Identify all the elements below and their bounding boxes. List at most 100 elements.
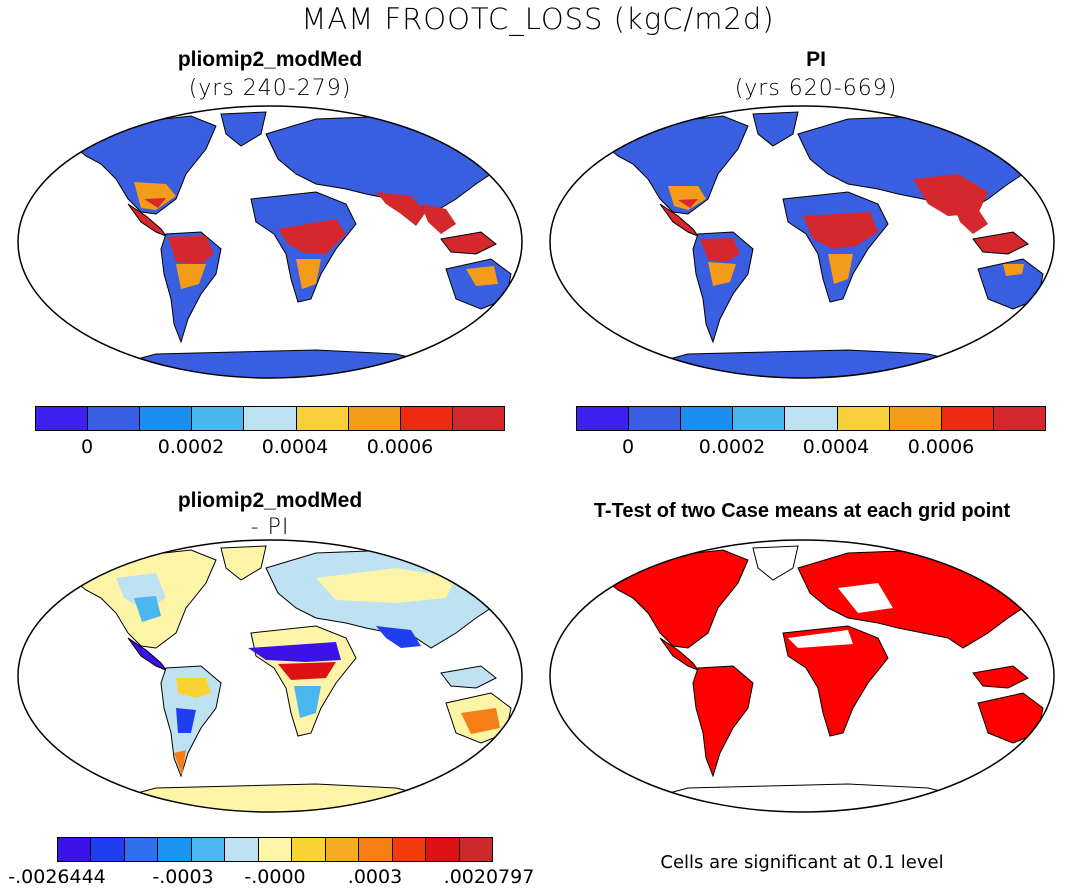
region-africa-hot <box>278 662 336 680</box>
colorbar-swatch <box>400 407 453 430</box>
colorbar-difference-tick: .0020797 <box>443 866 535 888</box>
region-eurasia-warm <box>316 568 456 603</box>
colorbar-swatch <box>733 407 786 430</box>
region-sa-warm <box>176 678 211 698</box>
colorbar-swatch <box>459 838 493 861</box>
region-na-cooler <box>134 596 161 622</box>
land-indonesia <box>440 665 497 689</box>
region-aus-warm <box>466 266 498 286</box>
colorbar-pi-tick: 0.0006 <box>907 436 975 458</box>
region-sa-cool <box>176 708 196 733</box>
colorbar-swatch <box>36 407 89 430</box>
figure-title: MAM FROOTC_LOSS (kgC/m2d) <box>301 2 775 36</box>
panel1-title: pliomip2_modMed <box>177 48 363 71</box>
region-se-asia <box>421 204 456 234</box>
colorbar-swatch <box>889 407 942 430</box>
colorbar-difference-tick: -.0000 <box>244 866 306 888</box>
colorbar-pliomip2-tick: 0.0004 <box>261 436 329 458</box>
region-na-hot <box>144 198 166 208</box>
colorbar-swatch <box>577 407 630 430</box>
region-asia-cool <box>376 626 421 648</box>
region-asia-south <box>376 192 426 226</box>
region-asia-south <box>913 174 988 216</box>
colorbar-pliomip2-tick: 0 <box>80 436 94 458</box>
colorbar-difference-tick: -.0026444 <box>8 866 106 888</box>
colorbar-swatch <box>192 407 245 430</box>
region-africa-south <box>828 254 853 284</box>
region-sa-warm <box>708 262 736 286</box>
colorbar-swatch <box>91 838 125 861</box>
region-africa-mid <box>294 686 321 718</box>
colorbar-pi <box>576 406 1046 431</box>
region-africa-tropics <box>803 212 878 249</box>
colorbar-swatch <box>941 407 994 430</box>
region-sa-amazon <box>700 238 740 262</box>
region-africa-cool <box>248 642 341 662</box>
colorbar-swatch <box>837 407 890 430</box>
land-indonesia <box>440 231 497 255</box>
significance-note: Cells are significant at 0.1 level <box>660 852 944 873</box>
colorbar-swatch <box>58 838 92 861</box>
land-greenland <box>752 111 799 147</box>
region-na-warm <box>134 182 176 210</box>
map-pliomip2 <box>17 105 523 379</box>
map-difference <box>17 539 523 813</box>
region-sahara-notsig <box>788 630 853 648</box>
land-greenland <box>220 111 267 147</box>
land-greenland <box>220 545 267 581</box>
land-africa <box>782 625 889 737</box>
colorbar-swatch <box>225 838 259 861</box>
colorbar-swatch <box>452 407 504 430</box>
region-se-asia <box>953 204 988 234</box>
region-sa-warm <box>176 264 206 289</box>
panel2-subtitle: (yrs 620-669) <box>734 76 898 101</box>
colorbar-pliomip2 <box>35 406 505 431</box>
land-north-america <box>69 115 217 215</box>
region-eurasia-notsig <box>838 583 893 613</box>
colorbar-pliomip2-tick: 0.0002 <box>157 436 225 458</box>
colorbar-difference-tick: -.0003 <box>152 866 214 888</box>
colorbar-swatch <box>88 407 141 430</box>
region-aus-warm <box>1003 264 1024 276</box>
colorbar-pi-tick: 0.0002 <box>698 436 766 458</box>
region-na-hot <box>678 199 698 208</box>
colorbar-swatch <box>292 838 326 861</box>
colorbar-swatch <box>392 838 427 861</box>
colorbar-swatch <box>140 407 193 430</box>
panel3-subtitle: - PI <box>250 515 290 540</box>
region-sa-hot <box>174 750 186 776</box>
land-indonesia <box>972 231 1029 255</box>
colorbar-swatch <box>191 838 226 861</box>
panel3-title: pliomip2_modMed <box>177 489 363 512</box>
region-africa-tropics <box>278 219 346 254</box>
colorbar-pi-tick: 0 <box>621 436 635 458</box>
colorbar-swatch <box>124 838 159 861</box>
colorbar-swatch <box>348 407 401 430</box>
land-greenland <box>752 545 799 581</box>
colorbar-swatch <box>325 838 360 861</box>
land-south-america <box>692 665 754 778</box>
colorbar-difference <box>57 837 493 862</box>
colorbar-pliomip2-tick: 0.0006 <box>366 436 434 458</box>
region-sa-amazon <box>168 236 214 264</box>
region-africa-south <box>296 259 321 289</box>
colorbar-swatch <box>158 838 192 861</box>
map-pi <box>549 105 1055 379</box>
land-north-america <box>601 549 749 649</box>
panel4-title: T-Test of two Case means at each grid po… <box>593 500 1011 522</box>
colorbar-swatch <box>359 838 393 861</box>
colorbar-swatch <box>244 407 297 430</box>
region-na-warm <box>668 186 706 210</box>
colorbar-swatch <box>993 407 1045 430</box>
panel2-title: PI <box>806 48 826 71</box>
colorbar-pi-tick: 0.0004 <box>802 436 870 458</box>
map-ttest <box>549 539 1055 813</box>
colorbar-swatch <box>629 407 682 430</box>
land-north-america <box>601 115 749 215</box>
land-indonesia <box>972 665 1029 689</box>
colorbar-swatch <box>426 838 460 861</box>
colorbar-swatch <box>296 407 349 430</box>
colorbar-swatch <box>785 407 838 430</box>
colorbar-swatch <box>681 407 734 430</box>
panel1-subtitle: (yrs 240-279) <box>188 76 352 101</box>
